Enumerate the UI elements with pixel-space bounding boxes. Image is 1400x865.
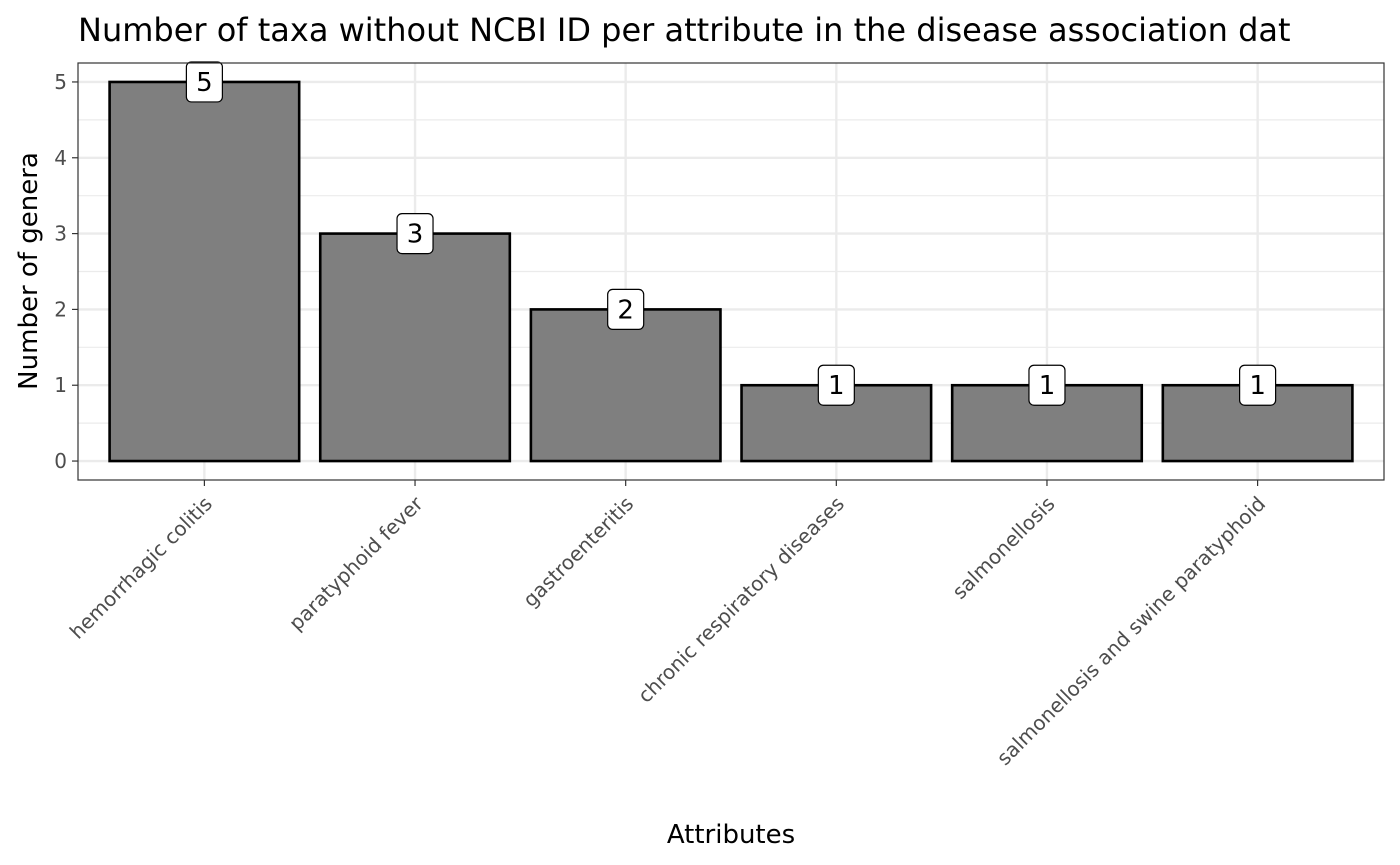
data-label-box bbox=[817, 364, 855, 406]
y-tick-label: 1 bbox=[54, 373, 67, 397]
x-axis-title: Attributes bbox=[667, 820, 795, 850]
y-axis-title: Number of genera bbox=[14, 152, 44, 390]
y-tick-label: 4 bbox=[54, 146, 67, 170]
y-tick-label: 3 bbox=[54, 222, 67, 246]
data-label: 1 bbox=[1249, 371, 1266, 401]
data-label-box bbox=[1239, 364, 1277, 406]
x-axis: hemorrhagic colitis paratyphoid fever gast… bbox=[65, 480, 1270, 770]
data-label: 5 bbox=[196, 68, 213, 98]
data-label-box bbox=[185, 61, 223, 103]
data-label-box bbox=[396, 212, 434, 255]
x-tick-label: chronic respiratory diseases bbox=[633, 492, 849, 708]
data-label-box bbox=[607, 288, 645, 331]
data-labels: 5 3 2 1 1 1 bbox=[185, 61, 1277, 406]
y-tick-label: 2 bbox=[54, 297, 67, 321]
data-label-box bbox=[1028, 364, 1066, 406]
y-tick-label: 5 bbox=[54, 70, 67, 94]
x-tick-label: salmonellosis bbox=[947, 492, 1059, 604]
y-axis: 0 1 2 3 4 5 bbox=[54, 70, 78, 473]
bars bbox=[108, 80, 1354, 463]
data-label: 3 bbox=[407, 220, 424, 250]
x-tick-label: paratyphoid fever bbox=[284, 491, 428, 635]
x-tick-label: gastroenteritis bbox=[518, 492, 638, 612]
data-label: 1 bbox=[828, 371, 845, 401]
chart-title: Number of taxa without NCBI ID per attri… bbox=[78, 11, 1291, 49]
x-tick-label: hemorrhagic colitis bbox=[65, 492, 217, 644]
data-label: 2 bbox=[617, 295, 634, 325]
bar bbox=[318, 232, 512, 463]
bar bbox=[108, 80, 301, 463]
bar bbox=[529, 308, 722, 463]
panel-border bbox=[77, 62, 1385, 481]
data-label: 1 bbox=[1039, 371, 1056, 401]
y-tick-label: 0 bbox=[54, 449, 67, 473]
